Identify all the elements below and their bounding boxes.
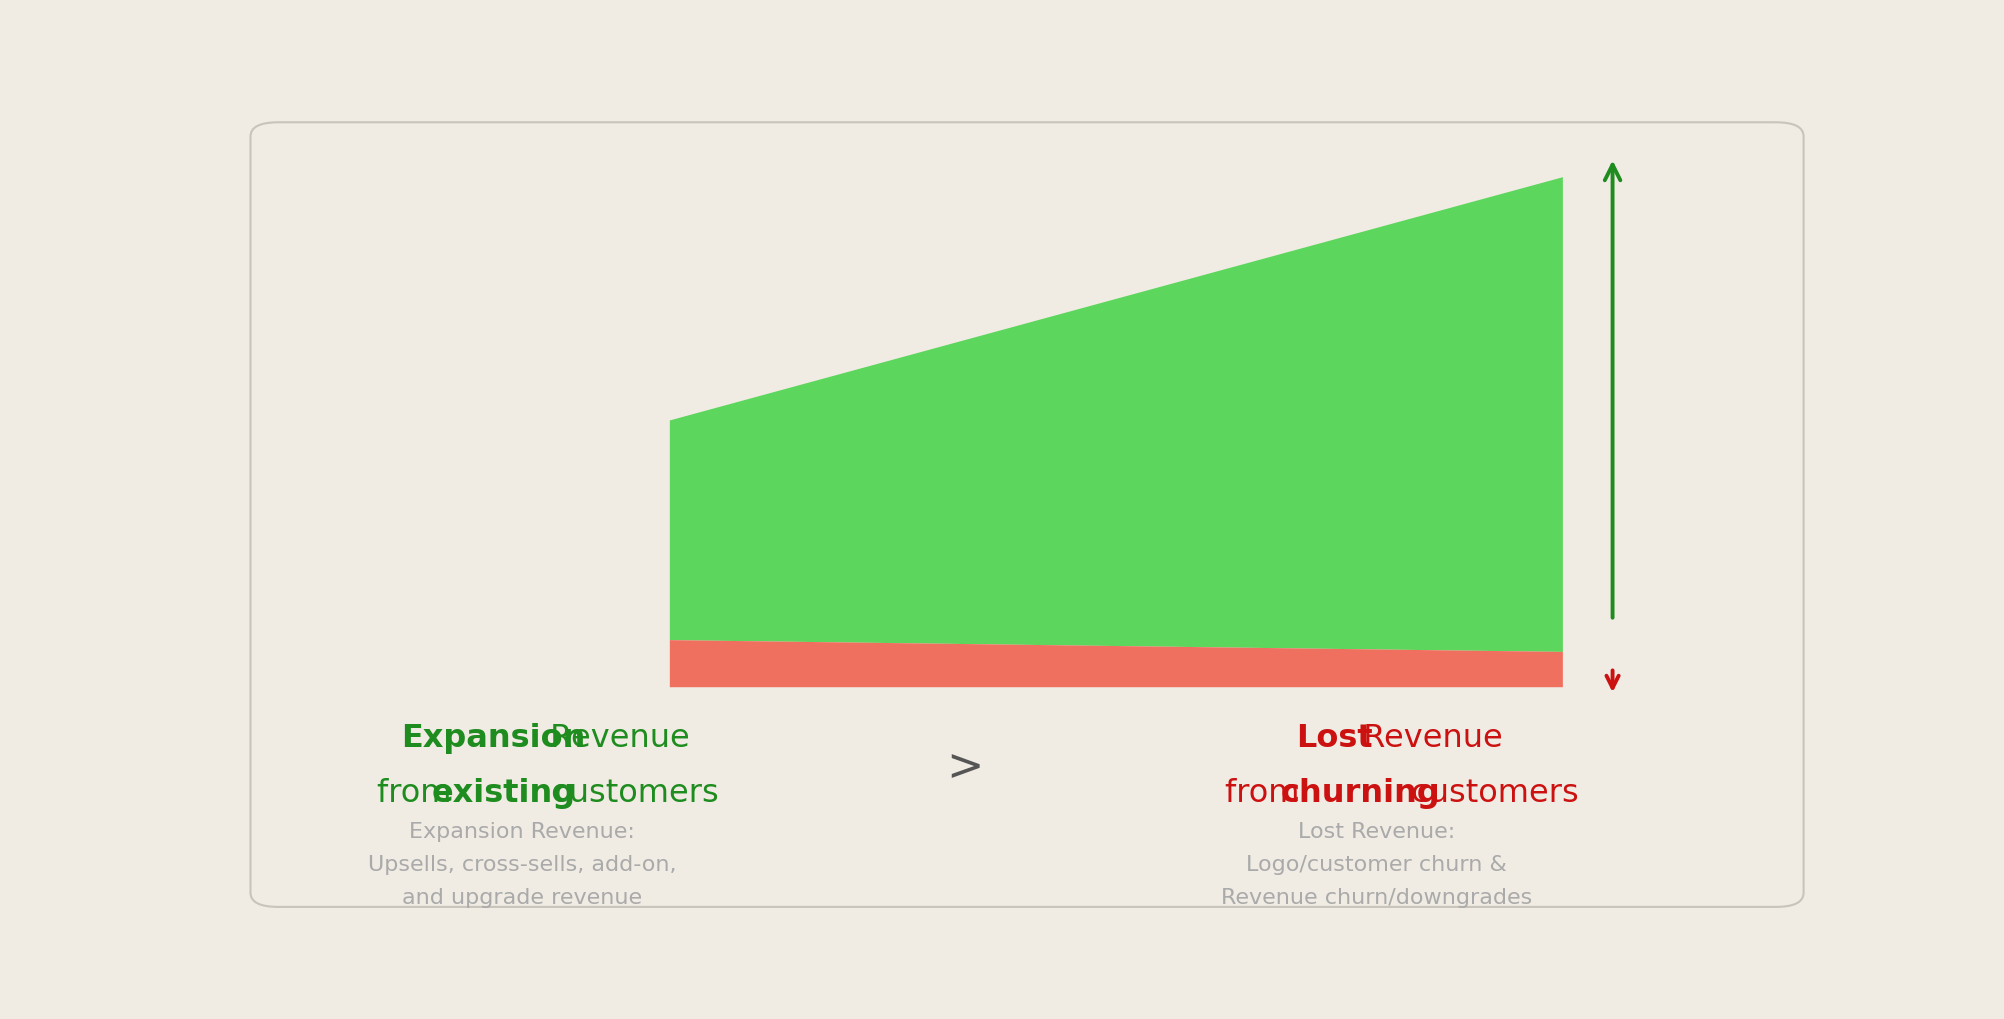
Text: Revenue: Revenue (539, 722, 689, 754)
FancyBboxPatch shape (250, 122, 1804, 907)
Text: churning: churning (1281, 777, 1441, 809)
Text: customers: customers (1401, 777, 1579, 809)
Text: Expansion Revenue:: Expansion Revenue: (409, 822, 635, 843)
Text: from: from (1224, 777, 1311, 809)
Polygon shape (669, 640, 1563, 687)
Text: >: > (946, 746, 984, 789)
Text: customers: customers (541, 777, 717, 809)
Text: Upsells, cross-sells, add-on,: Upsells, cross-sells, add-on, (369, 855, 677, 875)
Text: Lost: Lost (1297, 722, 1373, 754)
Text: from: from (377, 777, 461, 809)
Text: and upgrade revenue: and upgrade revenue (403, 889, 643, 908)
Text: Logo/customer churn &: Logo/customer churn & (1246, 855, 1507, 875)
Text: Lost Revenue:: Lost Revenue: (1299, 822, 1455, 843)
Text: existing: existing (433, 777, 577, 809)
Polygon shape (669, 177, 1563, 652)
Text: Revenue churn/downgrades: Revenue churn/downgrades (1220, 889, 1533, 908)
Text: Expansion: Expansion (401, 722, 585, 754)
Text: Revenue: Revenue (1353, 722, 1503, 754)
